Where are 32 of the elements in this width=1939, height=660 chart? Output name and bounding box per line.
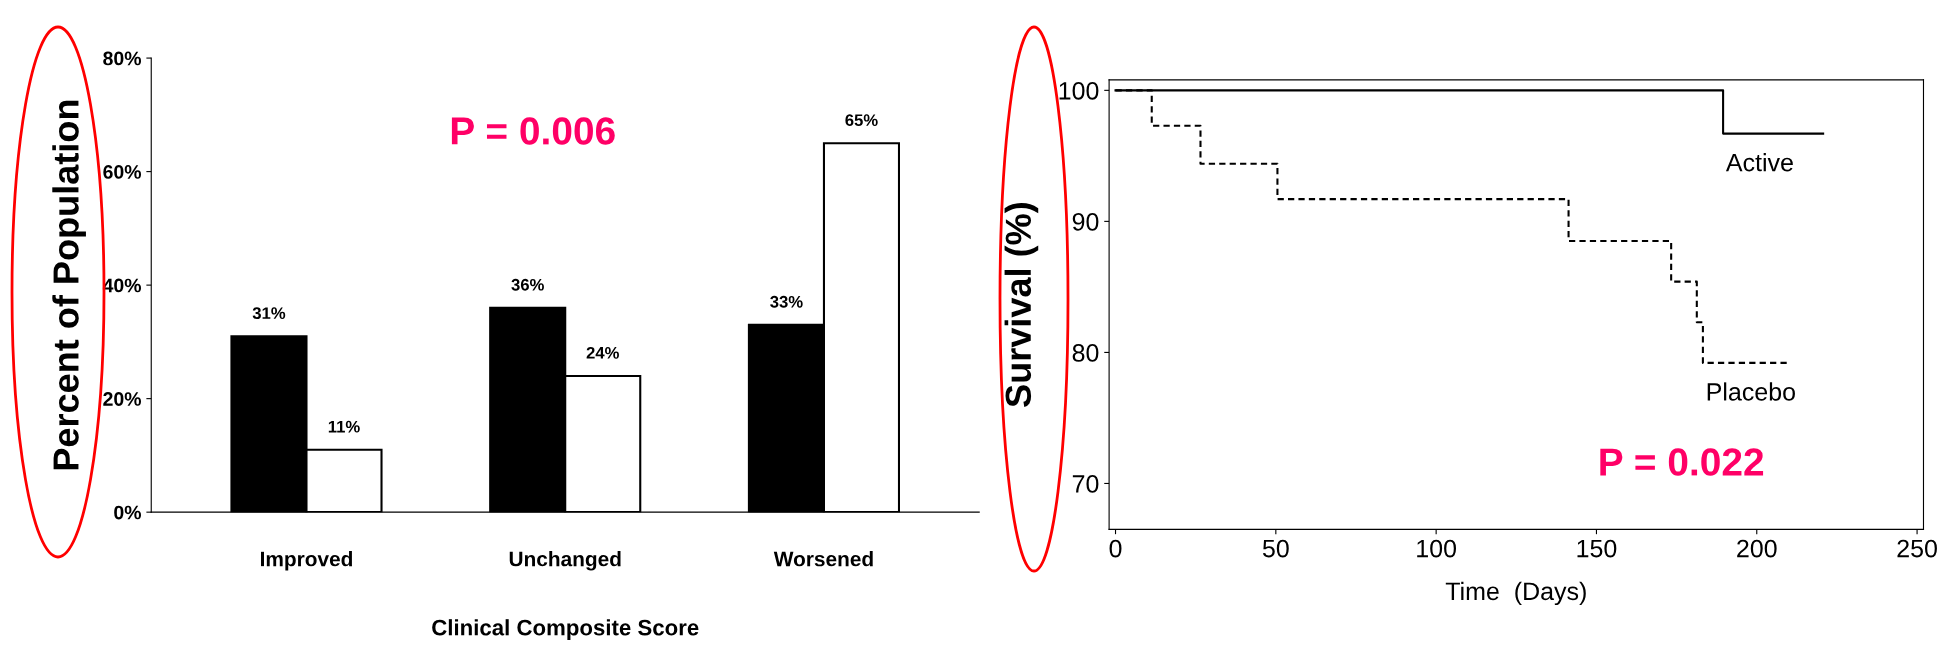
y-tick-label: 80% [103,51,142,66]
y-tick-label: 0% [114,505,142,520]
y-tick-label: 100 [1059,81,1099,100]
x-axis-title: Clinical Composite Score [432,619,699,640]
y-tick-label: 60% [103,165,142,179]
series-label: Active [1725,153,1793,172]
y-tick-label: 80 [1072,344,1099,362]
y-tick-label: 20% [103,392,142,406]
data-label: 65% [845,114,878,127]
series-label: Placebo [1707,382,1795,401]
x-tick-label: 100 [1417,539,1457,558]
data-label: 33% [770,295,803,308]
x-tick-label: 0 [1109,539,1122,558]
x-tick-label: Improved [260,551,352,571]
x-tick-label: 250 [1897,539,1937,558]
y-tick-label: 70 [1072,475,1099,493]
x-tick-label: 50 [1262,539,1289,558]
data-label: 11% [328,420,360,433]
data-label: 36% [511,278,544,291]
x-tick-label: Unchanged [509,551,621,571]
y-axis-title: Survival (%) [1004,203,1039,407]
y-axis-title: Percent of Population [52,100,86,470]
annotation: P = 0.022 [1600,448,1764,476]
x-tick-label: Worsened [773,551,873,567]
data-label: 31% [252,307,286,320]
x-axis-title: Time (Days) [1445,581,1586,606]
y-tick-label: 90 [1072,212,1099,231]
x-tick-label: 150 [1577,539,1617,558]
annotation: P = 0.006 [451,117,615,145]
data-label: 24% [586,346,619,359]
y-tick-label: 40% [102,278,142,293]
x-tick-label: 200 [1737,539,1777,558]
